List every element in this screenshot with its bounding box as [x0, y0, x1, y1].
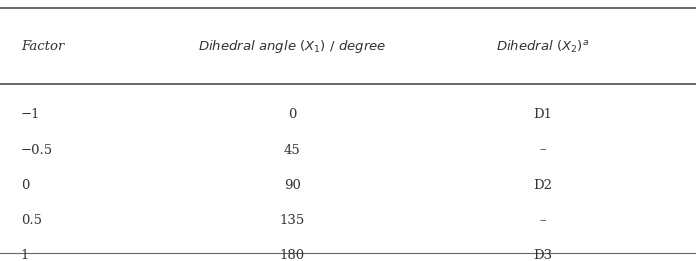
Text: $\mathit{Dihedral\ (X_2)^a}$: $\mathit{Dihedral\ (X_2)^a}$ — [496, 39, 590, 55]
Text: D2: D2 — [533, 179, 553, 192]
Text: 90: 90 — [284, 179, 301, 192]
Text: $\mathit{Dihedral\ angle\ (X_1)\ /\ degree}$: $\mathit{Dihedral\ angle\ (X_1)\ /\ degr… — [198, 38, 386, 56]
Text: –: – — [539, 144, 546, 157]
Text: 0: 0 — [21, 179, 29, 192]
Text: −1: −1 — [21, 108, 40, 121]
Text: 1: 1 — [21, 249, 29, 261]
Text: Factor: Factor — [21, 40, 64, 54]
Text: −0.5: −0.5 — [21, 144, 53, 157]
Text: 0.5: 0.5 — [21, 214, 42, 227]
Text: 180: 180 — [280, 249, 305, 261]
Text: –: – — [539, 214, 546, 227]
Text: 0: 0 — [288, 108, 296, 121]
Text: D3: D3 — [533, 249, 553, 261]
Text: D1: D1 — [533, 108, 553, 121]
Text: 45: 45 — [284, 144, 301, 157]
Text: 135: 135 — [280, 214, 305, 227]
